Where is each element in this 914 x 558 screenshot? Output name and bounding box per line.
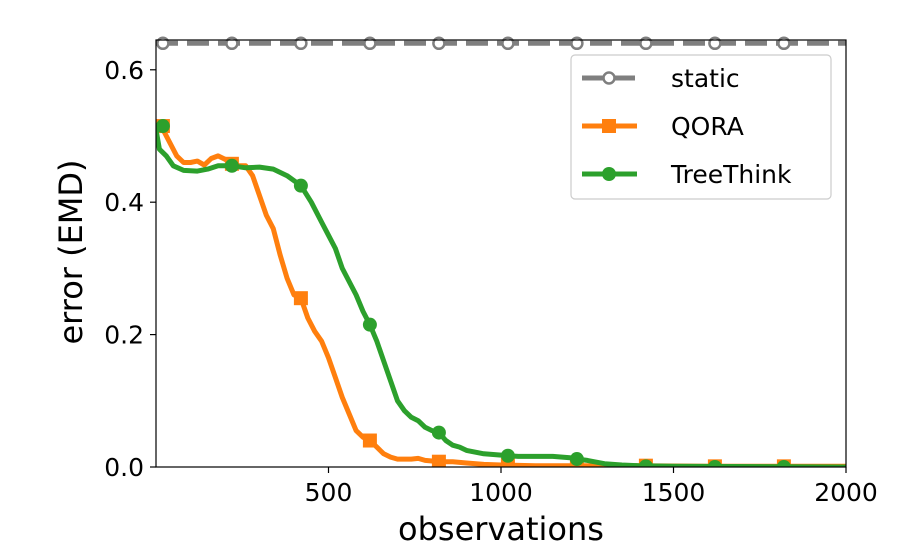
data-point-treethink xyxy=(224,158,239,173)
data-point-treethink xyxy=(569,452,584,467)
y-axis-label: error (EMD) xyxy=(52,159,90,344)
data-point-qora xyxy=(362,433,377,448)
y-tick-label: 0.2 xyxy=(104,321,144,350)
legend-label-qora: QORA xyxy=(671,112,744,141)
x-tick-label: 1000 xyxy=(469,478,533,507)
data-point-qora xyxy=(431,454,446,467)
y-tick-label: 0.6 xyxy=(104,56,144,85)
data-point-treethink xyxy=(362,317,377,332)
legend-box xyxy=(570,54,832,200)
data-point-treethink xyxy=(156,119,170,134)
data-point-treethink xyxy=(431,425,446,440)
legend-marker-static xyxy=(602,71,616,85)
series-line-qora xyxy=(156,123,846,467)
data-point-treethink xyxy=(776,460,791,467)
legend-marker-treethink xyxy=(602,167,616,181)
x-tick-label: 500 xyxy=(305,478,353,507)
legend-marker-qora xyxy=(602,119,616,133)
data-point-treethink xyxy=(500,448,515,463)
axes: 500 1000 1500 2000 0.0 0.2 0.4 0.6 xyxy=(104,39,878,507)
legend: static QORA TreeThink xyxy=(570,54,832,200)
y-tick-label: 0.0 xyxy=(104,453,144,482)
data-point-treethink xyxy=(293,178,308,193)
data-point-treethink xyxy=(638,459,653,467)
legend-label-treethink: TreeThink xyxy=(670,160,792,189)
legend-label-static: static xyxy=(671,64,740,93)
data-point-qora xyxy=(293,291,308,306)
y-tick-label: 0.4 xyxy=(104,188,144,217)
x-axis-label: observations xyxy=(398,510,604,548)
x-tick-label: 2000 xyxy=(814,478,878,507)
x-tick-label: 1500 xyxy=(642,478,706,507)
data-point-treethink xyxy=(707,460,722,467)
